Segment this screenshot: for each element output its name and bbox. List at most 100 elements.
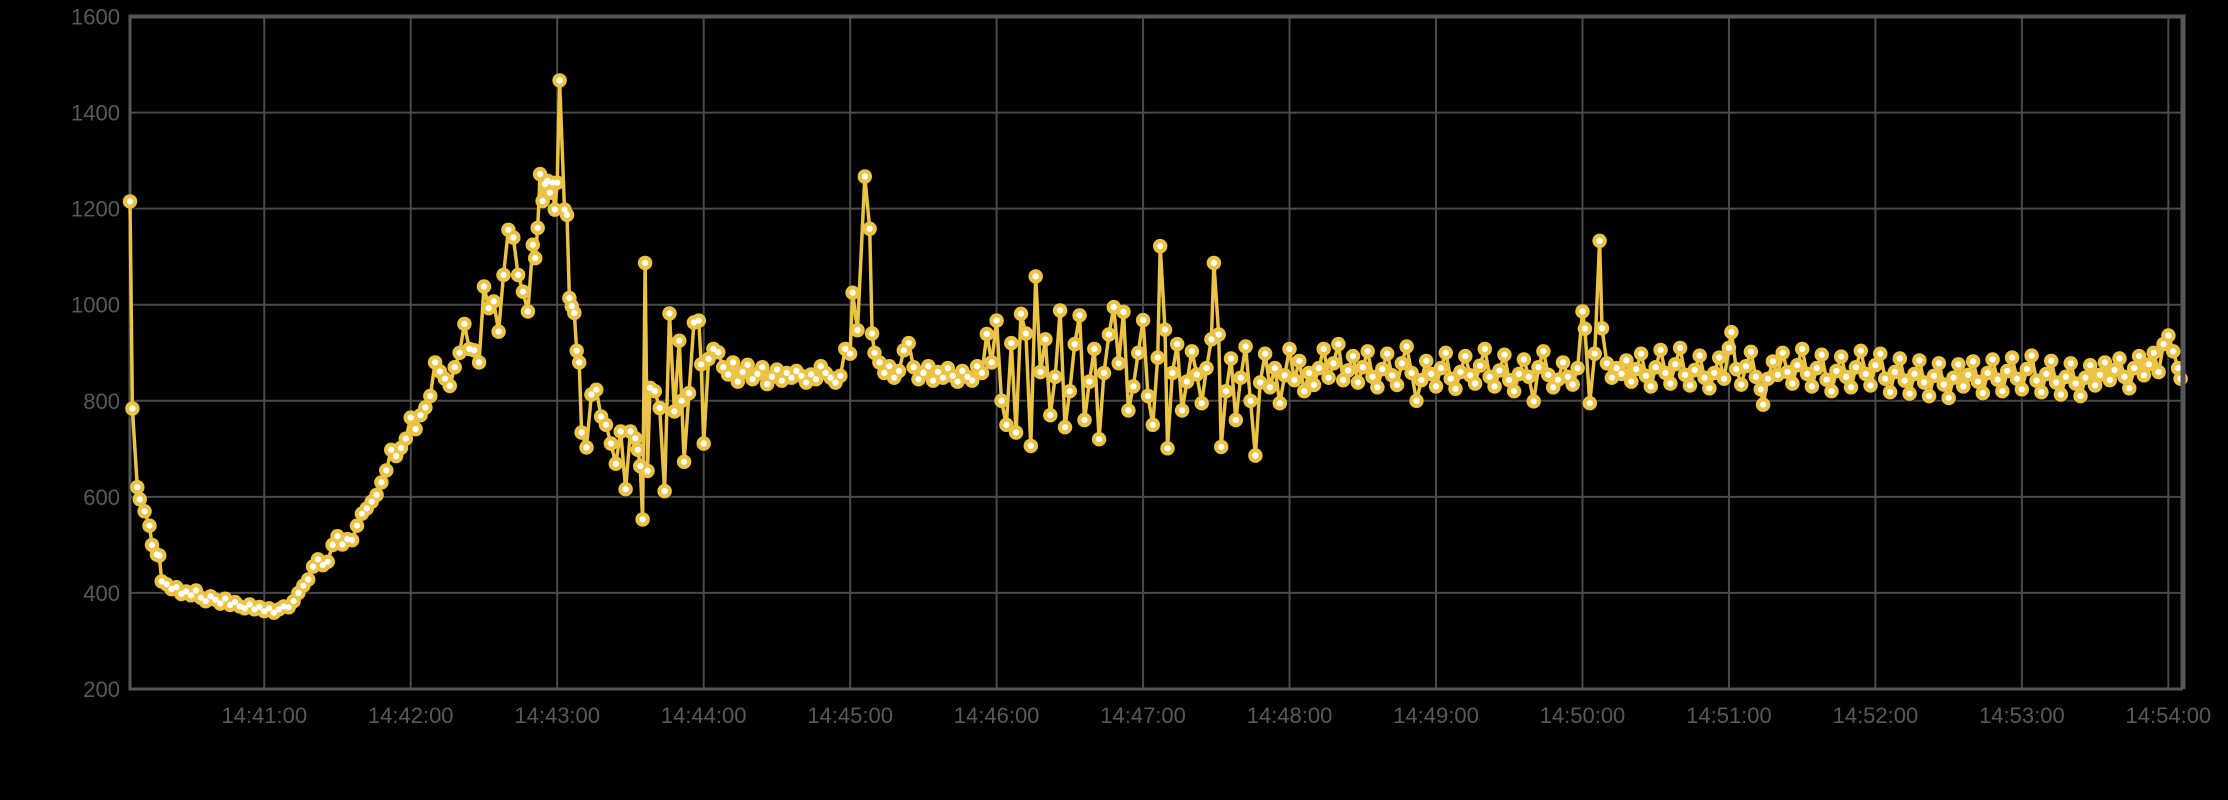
data-point-center [1042,336,1049,343]
data-point-center [314,556,322,563]
data-point-center [1057,307,1064,314]
data-point-center [1247,397,1254,404]
data-point-center [1769,358,1776,365]
data-point-center [983,330,990,338]
data-point-center [515,271,522,278]
data-point-center [2062,373,2069,380]
data-point-center [1306,369,1313,376]
data-point-center [2067,360,2074,367]
data-point-center [146,522,153,529]
data-point-center [1525,373,1532,380]
data-point-center [1320,345,1327,352]
data-point-center [261,608,268,615]
data-point-center [432,359,439,366]
data-point-center [1896,355,1903,362]
data-point-center [1926,392,1933,400]
data-point-center [710,345,717,352]
data-point-center [1994,376,2001,383]
data-point-center [1628,378,1635,385]
data-point-center [881,369,888,376]
data-point-center [1437,365,1444,372]
data-point-center [353,522,361,529]
data-point-center [678,397,685,404]
data-point-center [295,589,302,597]
y-tick-label: 800 [83,389,120,414]
data-point-center [554,179,561,186]
data-point-center [2028,352,2035,359]
data-point-center [1857,347,1864,354]
data-point-center [1818,351,1825,358]
data-point-center [1945,394,1952,401]
data-point-center [393,452,400,460]
data-point-center [1037,368,1044,376]
data-point-center [1227,355,1235,362]
data-point-center [1564,373,1571,380]
data-point-center [1569,381,1576,388]
data-point-center [2106,377,2113,384]
x-tick-label: 14:52:00 [1833,703,1919,728]
data-point-center [1271,365,1278,372]
data-point-center [729,359,737,366]
data-point-center [1999,388,2006,395]
data-point-center [593,386,600,393]
data-point-center [534,224,541,231]
data-point-center [944,365,951,372]
data-point-center [285,604,292,611]
data-point-center [275,606,282,613]
data-point-center [627,428,634,435]
data-point-center [1330,360,1337,367]
data-point-center [632,435,639,442]
data-point-center [1384,350,1391,357]
data-point-center [1501,351,1508,358]
data-point-center [739,368,746,376]
data-point-center [832,379,839,386]
data-point-center [598,413,605,420]
data-point-center [1960,383,1967,390]
data-point-center [532,255,539,262]
data-point-center [148,541,156,549]
data-point-center [2136,353,2143,360]
data-point-center [446,382,453,389]
data-point-center [1179,407,1186,414]
data-point-center [778,377,785,384]
data-point-center [568,303,575,310]
data-point-center [1984,369,1991,376]
data-point-center [1447,375,1454,382]
data-point-center [1760,401,1767,408]
data-point-center [656,404,663,412]
data-point-center [451,364,458,371]
data-point-center [1135,349,1142,356]
x-tick-label: 14:54:00 [2126,703,2212,728]
data-point-center [1950,374,1957,381]
data-point-center [1100,369,1108,376]
data-point-center [866,225,873,232]
data-point-center [1325,374,1332,381]
data-point-center [869,330,876,337]
data-point-center [1738,381,1745,388]
data-point-center [578,429,585,436]
data-point-center [1540,348,1547,355]
data-point-center [187,592,195,599]
data-point-center [954,378,961,385]
data-point-center [1877,350,1884,357]
data-point-center [744,361,751,368]
data-point-center [556,77,563,84]
data-point-center [1794,362,1801,369]
data-point-center [720,364,727,371]
data-point-center [1506,377,1513,384]
data-point-center [529,241,536,248]
data-point-center [1779,349,1786,356]
data-point-center [827,374,834,381]
data-point-center [1974,378,1981,385]
data-point-center [1662,369,1669,376]
data-point-center [1472,380,1479,387]
data-point-center [1428,370,1435,377]
data-point-center [1701,374,1708,381]
data-point-center [754,370,761,377]
data-point-center [1789,380,1796,387]
x-tick-label: 14:53:00 [1979,703,2065,728]
data-point-center [1154,354,1161,361]
data-point-center [1647,383,1654,390]
